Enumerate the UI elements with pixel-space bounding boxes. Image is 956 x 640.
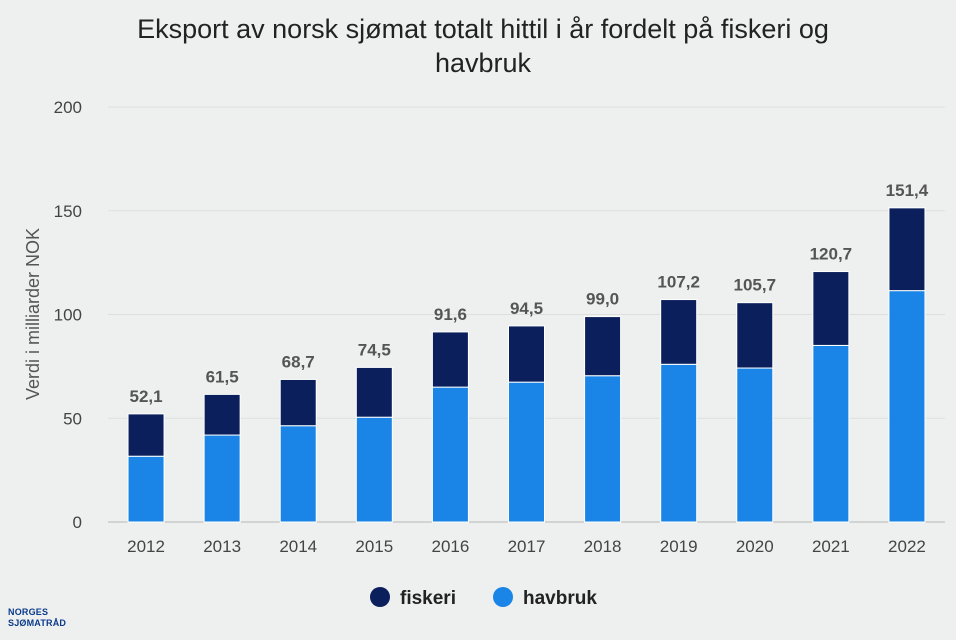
- bar-fiskeri-2017: [508, 325, 545, 383]
- bar-fiskeri-2012: [127, 413, 165, 457]
- y-axis-ticks: 0 50 100 150 200: [54, 98, 82, 532]
- x-axis-ticks: 2012 2013 2014 2015 2016 2017 2018 2019 2020 2021…: [127, 537, 926, 556]
- x-tick-label: 2021: [812, 537, 850, 556]
- total-label-2016: 91,6: [434, 305, 467, 324]
- x-tick-label: 2017: [508, 537, 546, 556]
- bar-fiskeri-2020: [736, 302, 774, 369]
- y-tick-label: 200: [54, 98, 82, 117]
- logo-line1: NORGES: [8, 607, 48, 617]
- bar-havbruk-2012: [127, 455, 165, 523]
- bar-fiskeri-2022: [888, 207, 926, 292]
- bars: 52,1 61,5 68,7 74,5 91,6 94,5 99,0 107,2 105,7 12…: [127, 181, 929, 523]
- y-tick-label: 50: [63, 409, 82, 428]
- total-label-2017: 94,5: [510, 299, 543, 318]
- total-label-2015: 74,5: [358, 340, 391, 359]
- bar-havbruk-2015: [355, 416, 393, 523]
- x-tick-label: 2022: [888, 537, 926, 556]
- y-tick-label: 0: [73, 513, 82, 532]
- bar-havbruk-2014: [279, 425, 317, 523]
- legend-label-havbruk: havbruk: [523, 588, 597, 609]
- total-label-2022: 151,4: [886, 181, 929, 200]
- bar-fiskeri-2019: [660, 299, 698, 365]
- bar-havbruk-2022: [888, 290, 926, 523]
- total-label-2020: 105,7: [733, 276, 776, 295]
- bar-havbruk-2016: [431, 386, 469, 523]
- bar-havbruk-2021: [812, 344, 850, 523]
- bar-fiskeri-2014: [279, 378, 317, 427]
- x-tick-label: 2016: [431, 537, 469, 556]
- bar-havbruk-2013: [203, 434, 241, 523]
- bar-fiskeri-2021: [812, 271, 850, 346]
- total-label-2021: 120,7: [810, 245, 853, 264]
- x-tick-label: 2019: [660, 537, 698, 556]
- total-label-2018: 99,0: [586, 290, 619, 309]
- sjomatrad-logo: NORGES SJØMATRÅD: [8, 607, 66, 628]
- chart-title-line1: Eksport av norsk sjømat totalt hittil i …: [137, 14, 829, 44]
- total-label-2014: 68,7: [282, 352, 315, 371]
- bar-havbruk-2019: [660, 363, 698, 523]
- legend-marker-havbruk: [493, 587, 513, 607]
- x-tick-label: 2018: [584, 537, 622, 556]
- total-label-2019: 107,2: [657, 273, 700, 292]
- bar-fiskeri-2018: [584, 316, 622, 377]
- chart-title-line2: havbruk: [435, 48, 532, 78]
- bar-havbruk-2017: [508, 381, 545, 523]
- bar-fiskeri-2016: [431, 331, 469, 388]
- y-axis-label: Verdi i milliarder NOK: [23, 228, 43, 400]
- legend-marker-fiskeri: [370, 587, 390, 607]
- x-tick-label: 2013: [203, 537, 241, 556]
- x-tick-label: 2020: [736, 537, 774, 556]
- x-tick-label: 2014: [279, 537, 317, 556]
- y-tick-label: 150: [54, 202, 82, 221]
- logo-line2: SJØMATRÅD: [8, 618, 66, 628]
- bar-fiskeri-2015: [355, 366, 393, 418]
- x-tick-label: 2012: [127, 537, 165, 556]
- total-label-2013: 61,5: [206, 367, 239, 386]
- legend-label-fiskeri: fiskeri: [400, 588, 456, 609]
- grid-lines: [108, 106, 945, 523]
- y-tick-label: 100: [54, 306, 82, 325]
- bar-havbruk-2020: [736, 367, 774, 523]
- bar-fiskeri-2013: [203, 393, 241, 436]
- legend: fiskeri havbruk: [370, 587, 597, 609]
- x-tick-label: 2015: [355, 537, 393, 556]
- bar-havbruk-2018: [584, 375, 622, 523]
- total-label-2012: 52,1: [129, 387, 162, 406]
